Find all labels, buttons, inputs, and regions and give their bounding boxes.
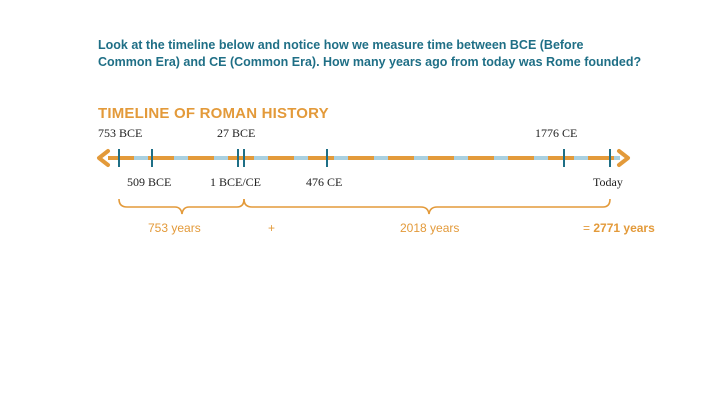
- sum-total: = 2771 years: [583, 221, 655, 235]
- timeline-right-arrow: [617, 149, 630, 167]
- label-27-bce: 27 BCE: [217, 126, 256, 140]
- label-753-bce: 753 BCE: [98, 126, 143, 140]
- brace-753-years: [118, 198, 245, 215]
- equals-sign: =: [583, 221, 591, 235]
- label-476-ce: 476 CE: [306, 175, 343, 189]
- timeline-left-arrow: [97, 149, 110, 167]
- label-today: Today: [593, 175, 623, 189]
- sum-2018-years: 2018 years: [400, 221, 460, 235]
- label-1-bce-ce: 1 BCE/CE: [210, 175, 262, 189]
- sum-753-years: 753 years: [148, 221, 201, 235]
- label-1776-ce: 1776 CE: [535, 126, 578, 140]
- plus-sign: +: [268, 221, 276, 235]
- question-line-1: Look at the timeline below and notice ho…: [98, 38, 584, 52]
- timeline-title: TIMELINE OF ROMAN HISTORY: [98, 105, 329, 122]
- question-text: Look at the timeline below and notice ho…: [98, 37, 658, 71]
- brace-2018-years: [243, 198, 611, 215]
- label-509-bce: 509 BCE: [127, 175, 172, 189]
- question-line-2: Common Era) and CE (Common Era). How man…: [98, 55, 642, 69]
- total-years: 2771 years: [593, 221, 655, 235]
